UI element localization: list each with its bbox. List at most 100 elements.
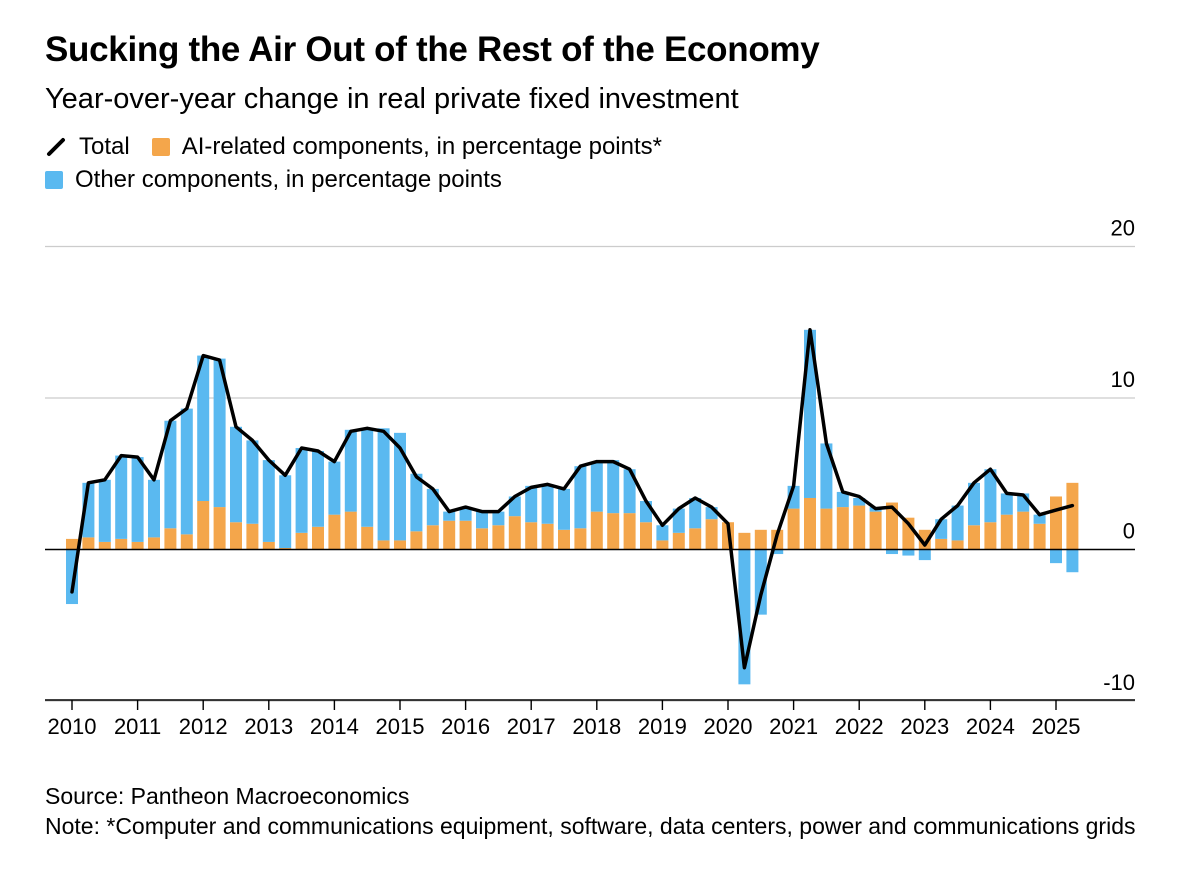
bar-ai: [968, 525, 980, 550]
bar-ai: [213, 507, 226, 550]
bar-ai: [492, 525, 505, 550]
bar-ai: [590, 511, 603, 550]
bar-ai: [869, 511, 882, 550]
legend-label-total: Total: [79, 133, 130, 160]
bar-ai: [262, 541, 275, 550]
bar-other: [1033, 514, 1046, 524]
bar-other: [426, 488, 439, 526]
bar-other: [279, 475, 292, 548]
bar-other: [98, 479, 111, 542]
bar-ai: [935, 538, 948, 550]
bar-ai: [394, 540, 406, 550]
bar-other: [754, 549, 767, 615]
x-tick-label: 2024: [966, 714, 1015, 739]
bar-ai: [525, 522, 538, 550]
bar-ai: [1000, 514, 1013, 550]
bar-other: [197, 355, 210, 502]
bar-other: [443, 511, 456, 521]
x-tick-label: 2021: [769, 714, 818, 739]
bar-ai: [164, 528, 177, 550]
bar-ai: [640, 522, 652, 550]
bar-ai: [558, 529, 570, 550]
bar-other: [525, 485, 538, 523]
bar-other: [180, 408, 193, 535]
bar-ai: [344, 511, 357, 550]
bar-ai: [377, 540, 390, 550]
bar-other: [377, 428, 390, 541]
bar-other: [902, 549, 915, 556]
bar-other: [607, 460, 620, 514]
bar-ai: [623, 513, 636, 550]
bar-other: [410, 473, 423, 532]
bar-ai: [426, 525, 439, 550]
bar-ai: [689, 528, 702, 550]
bar-other: [1066, 549, 1079, 573]
bar-ai: [230, 522, 242, 550]
bar-ai: [508, 516, 521, 550]
bar-ai: [66, 538, 78, 550]
line-layer: [70, 328, 1075, 670]
y-tick-label: 20: [1111, 216, 1135, 241]
legend-label-ai: AI-related components, in percentage poi…: [181, 133, 662, 160]
legend-row-1: Total AI-related components, in percenta…: [45, 133, 684, 161]
bar-other: [918, 549, 931, 561]
source-text: Source: Pantheon Macroeconomics: [45, 783, 410, 809]
bar-ai: [361, 526, 374, 550]
bar-ai: [410, 531, 423, 550]
bar-other: [574, 466, 587, 529]
bar-other: [1017, 493, 1030, 512]
bar-ai: [98, 541, 111, 550]
x-tick-label: 2020: [704, 714, 753, 739]
y-tick-label: 10: [1111, 367, 1135, 392]
bar-ai: [1050, 496, 1062, 550]
bar-other: [820, 443, 833, 509]
bar-other: [246, 440, 259, 524]
bar-other: [968, 482, 980, 526]
x-tick-label: 2015: [376, 714, 425, 739]
bar-other: [492, 511, 505, 526]
bar-other: [623, 469, 636, 514]
bar-ai: [656, 540, 669, 550]
bar-ai: [738, 532, 751, 550]
bar-other: [344, 429, 357, 512]
bar-other: [115, 455, 128, 539]
x-tick-label: 2023: [900, 714, 949, 739]
bar-ai: [1017, 511, 1030, 550]
bar-ai: [148, 537, 160, 550]
note-text: Note: *Computer and communications equip…: [45, 813, 1136, 839]
bar-other: [771, 549, 784, 555]
bar-other: [213, 358, 226, 508]
legend-item-ai: AI-related components, in percentage poi…: [151, 133, 662, 161]
bar-other: [656, 525, 669, 541]
y-tick-label: -10: [1103, 670, 1135, 695]
x-tick-label: 2019: [638, 714, 687, 739]
legend-line-icon: [47, 138, 65, 156]
footer: Source: Pantheon Macroeconomics Note: *C…: [45, 781, 1155, 841]
bar-other: [886, 549, 898, 555]
bar-other: [459, 507, 472, 521]
bar-other: [541, 484, 554, 524]
bar-other: [328, 461, 341, 515]
bar-other: [361, 429, 374, 527]
bar-ai: [443, 520, 456, 550]
bar-layer: [66, 329, 1079, 685]
legend-swatch-ai: [151, 138, 170, 156]
bar-ai: [836, 507, 849, 550]
bar-ai: [1066, 482, 1079, 550]
bar-other: [295, 447, 308, 533]
y-tick-label: 0: [1123, 519, 1135, 544]
bar-other: [558, 488, 570, 530]
bar-other: [951, 505, 964, 541]
legend-swatch-other: [45, 171, 63, 189]
total-line: [70, 328, 1075, 670]
x-tick-label: 2013: [244, 714, 293, 739]
chart-title: Sucking the Air Out of the Rest of the E…: [45, 30, 820, 69]
grid-layer: [45, 245, 1135, 710]
x-tick-label: 2012: [179, 714, 228, 739]
legend-label-other: Other components, in percentage points: [75, 166, 502, 193]
x-tick-label: 2010: [48, 714, 97, 739]
bar-ai: [984, 522, 997, 550]
x-tick-label: 2016: [441, 714, 490, 739]
bar-ai: [672, 532, 685, 550]
